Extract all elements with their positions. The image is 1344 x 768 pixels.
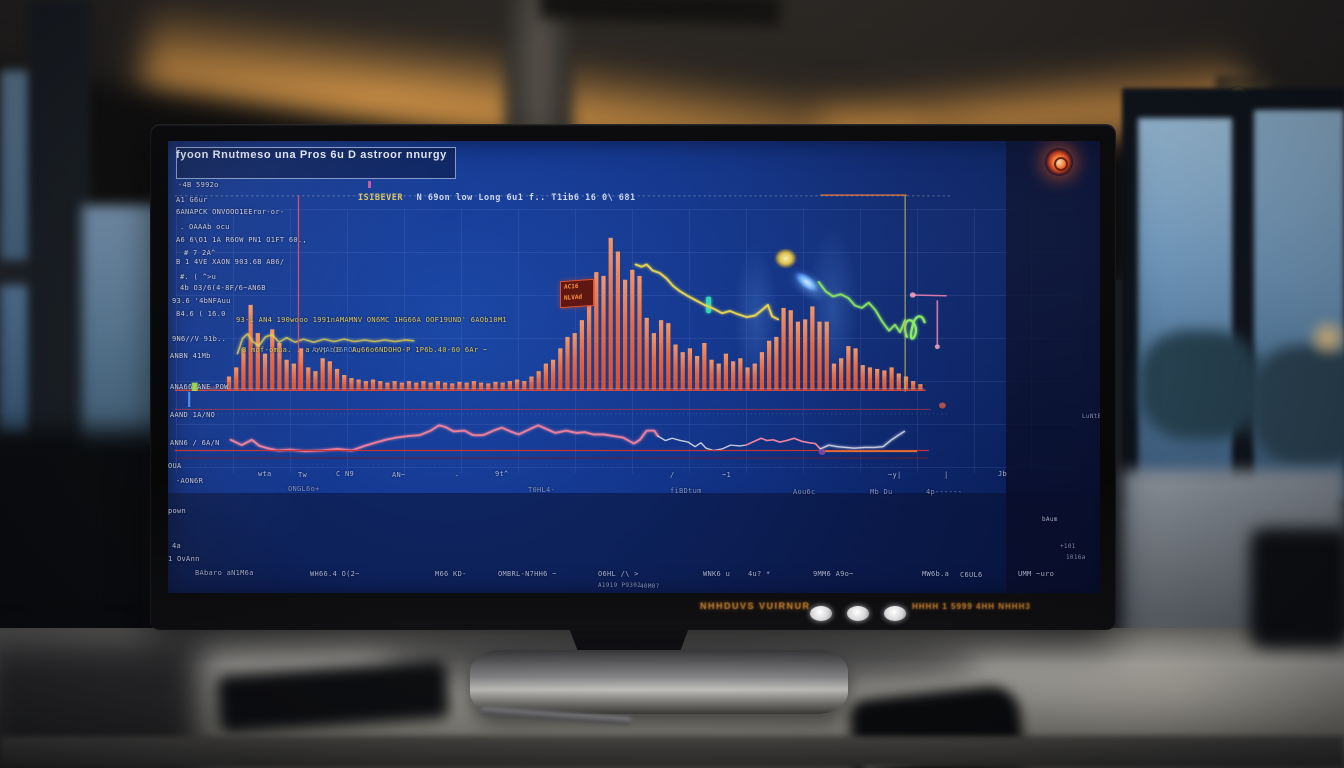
screen-label: # 7 2A^ [184,249,216,257]
screen-label: 4a [172,542,182,550]
screen-label: B 1 4VE XAON 903.6B AB6/ [176,258,285,266]
screen-label: OMBRL-N7HH6 ~ [498,570,557,578]
screen-label: Jb [998,470,1008,478]
desk-front-edge [0,736,1344,768]
screen-label: ANN6 / 6A/N [170,439,220,447]
screen-label: ~1 [722,471,732,479]
screen-label: ~y| [888,471,902,479]
screen-label: Au66o6NDOHO-P 1P6b.40-60 6Ar ~ [352,346,488,354]
screen-labels-layer: -4B 5992o A1 G6ur 6ANAPCK ONVOOO1EEror-or-… [168,141,1100,593]
screen-label: wta [258,470,272,478]
dashboard-screen: fyoon Rnutmeso una Pros 6u D astroor nnu… [168,141,1100,593]
screen-label: OUA [168,462,182,470]
screen-label: Aou6c [793,488,816,496]
hills-through-window [1250,345,1344,465]
screen-label: ONGL6o+ [288,485,320,493]
monitor-stand-base [470,650,848,714]
screen-label: WH66.4 O(2~ [310,570,360,578]
screen-label: LuNtB [1082,413,1100,420]
screen-label: 4p------ [926,488,963,496]
screen-label: A6 6\O1 1A R6OW PN1 O1FT 60., [176,236,307,244]
screen-label: T0HL4- [528,486,556,494]
screen-label: pown [168,507,187,515]
screen-label: #. ( ^>u [180,273,217,281]
screen-label: ANBN 41Mb [170,352,211,360]
screen-label: WNK6 u [703,570,731,578]
screen-label: - [455,472,460,480]
screen-label: 9t^ [495,470,509,478]
screen-label: Mb Du [870,488,893,496]
screen-label: BAbaro aN1M6a [195,569,254,577]
screen-label: 84.6 ( 16.0 [176,310,226,318]
screen-label: . OAAAb ocu [180,223,230,231]
screen-label: C N9 [336,470,355,478]
screen-label: M66 KD- [435,570,467,578]
bezel-led [847,606,869,621]
screen-label: 9N6//V 91b.. [172,335,227,343]
screen-label: MW6b.a [922,570,950,578]
screen-label: ANA66 ANE POW [170,383,229,391]
screen-label: +101 [1060,543,1076,550]
bezel-led [810,606,832,621]
screen-label: A1 G6ur [176,196,208,204]
screen-label: 4b O3/6(4-8F/6~AN6B [180,284,266,292]
lamp-flare [1306,316,1344,360]
screen-label: 1 OvAnn [168,555,200,563]
ceiling-fan-blade [539,0,781,27]
screen-label: -4B 5992o [178,181,219,189]
screen-label: 6ANAPCK ONVOOO1EEror-or- [176,208,285,216]
screen-label: bAum [1042,516,1058,523]
screen-label: -AON6R [176,477,204,485]
screen-label: A1919 P9302 [598,582,642,589]
bezel-led [884,606,906,621]
dark-object-right [1250,528,1344,648]
screen-label: 4u? * [748,570,771,578]
screen-label: 1016a [1066,554,1086,561]
monitor-brand-text: NHHDUVS VUIRNUR [700,601,811,611]
hills-through-window [1140,330,1260,440]
screen-label: fiBDtum [670,487,702,495]
screen-label: UMM ~uro [1018,570,1055,578]
screen-label: / [670,471,675,479]
screen-label: 40M0? [640,583,660,590]
screen-label: AAND 1A/NO [170,411,216,419]
screen-label: 9MM6 A9o~ [813,570,854,578]
screen-label: 93.6 '4bNFAuu [172,297,231,305]
screen-label: O6HL /\ > [598,570,639,578]
bezel-model-text: HHHH 1 5999 4HH NHHH3 [912,602,1031,611]
screen-label: C6UL6 [960,571,983,579]
screen-label: | [944,471,949,479]
screen-label: AN~ [392,471,406,479]
screen-label: Tw [298,471,308,479]
screen-label: 93-1 AN4 190wooo 1991nAMAMNV ON6MC 1HG66… [236,316,507,324]
